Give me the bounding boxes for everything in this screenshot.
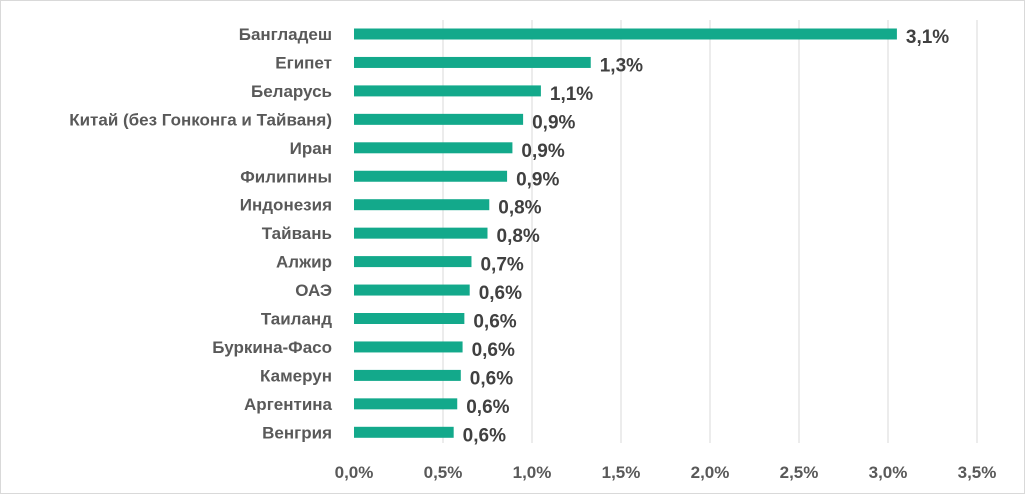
category-label: Алжир [276,253,332,272]
bar [354,426,454,438]
data-label: 0,6% [470,368,513,389]
data-label: 0,6% [473,312,516,333]
category-label: Буркина-Фасо [212,338,332,357]
data-label: 0,9% [516,169,559,190]
category-label: Беларусь [251,82,332,101]
data-label: 0,6% [466,397,509,418]
category-label: Египет [275,53,332,72]
x-axis-tick-labels: 0,0% 0,5% 1,0% 1,5% 2,0% 2,5% 3,0% 3,5% [335,463,997,482]
x-tick-label: 1,5% [602,463,641,482]
bar [354,85,541,97]
category-label: Филипины [240,167,332,186]
data-label: 1,1% [550,84,593,105]
data-label: 0,6% [463,425,506,446]
x-tick-label: 1,0% [513,463,552,482]
bar [354,113,524,125]
bar [354,313,465,324]
data-label: 3,1% [906,27,949,48]
bar [354,227,488,239]
data-label: 0,6% [472,340,515,361]
bar [354,256,472,268]
bar [354,398,458,410]
bar [354,341,463,353]
x-tick-label: 0,5% [424,463,463,482]
x-tick-label: 2,0% [691,463,730,482]
category-label: Индонезия [240,196,332,215]
bar [354,199,490,211]
category-label: Китай (без Гонконга и Тайваня) [69,110,332,129]
x-tick-label: 3,0% [869,463,908,482]
x-tick-label: 3,5% [958,463,997,482]
category-label: Аргентина [244,395,333,414]
category-label: Тайвань [262,224,332,243]
category-label: ОАЭ [295,281,332,300]
category-label: Бангладеш [239,25,332,44]
bar [354,170,508,182]
data-label: 0,9% [521,141,564,162]
x-tick-label: 2,5% [780,463,819,482]
bar [354,28,897,40]
category-labels: Бангладеш Египет Беларусь Китай (без Гонкон… [69,25,332,442]
data-label: 1,3% [600,55,643,76]
bar [354,369,461,381]
x-tick-label: 0,0% [335,463,374,482]
data-label: 0,9% [532,112,575,133]
bar [354,142,513,154]
category-label: Венгрия [262,423,332,442]
category-label: Камерун [260,366,332,385]
bars [354,28,897,438]
bar [354,284,470,296]
data-label: 0,7% [480,255,523,276]
data-label: 0,8% [498,198,541,219]
category-label: Таиланд [261,310,332,329]
bar [354,56,591,68]
data-label: 0,6% [479,283,522,304]
category-label: Иран [290,139,332,158]
data-labels: 3,1% 1,3% 1,1% 0,9% 0,9% 0,9% 0,8% 0,8% 0,7% 0,6%… [463,27,950,446]
data-label: 0,8% [497,226,540,247]
